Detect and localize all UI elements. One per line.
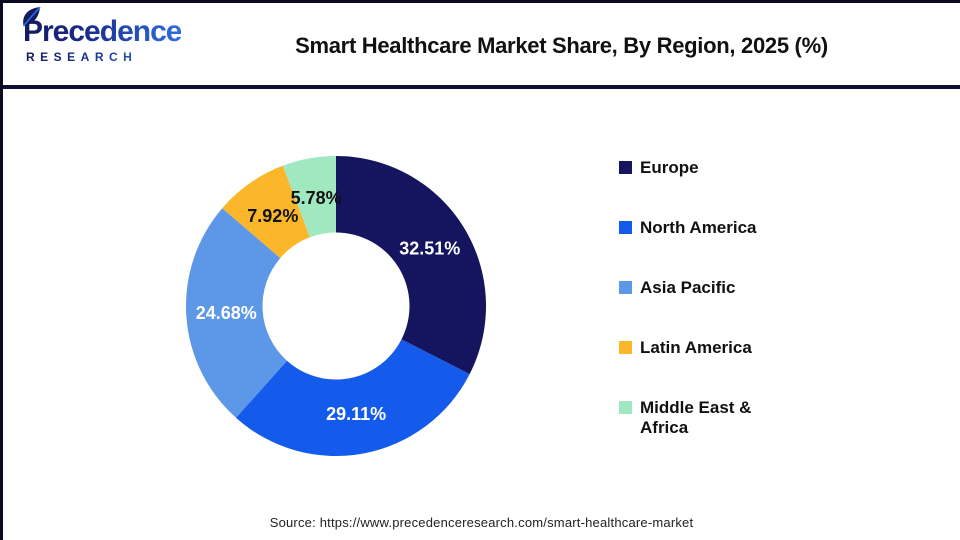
donut-slice-europe <box>336 156 486 375</box>
legend-item-middle-east-africa: Middle East & Africa <box>619 398 809 438</box>
slice-value-label-middle-east-africa: 5.78% <box>291 188 342 208</box>
legend-item-asia-pacific: Asia Pacific <box>619 278 809 298</box>
legend-swatch <box>619 401 632 414</box>
legend-swatch <box>619 281 632 294</box>
brand-logo: Precedence RESEARCH <box>22 6 182 64</box>
slice-value-label-asia-pacific: 24.68% <box>196 303 257 323</box>
source-text: Source: https://www.precedenceresearch.c… <box>269 515 694 530</box>
chart-legend: Europe North America Asia Pacific Latin Ame… <box>619 158 809 478</box>
slice-value-label-europe: 32.51% <box>399 239 460 259</box>
donut-slice-middle-east-africa <box>282 156 336 238</box>
header-separator <box>3 85 960 89</box>
legend-item-latin-america: Latin America <box>619 338 809 358</box>
page-title: Smart Healthcare Market Share, By Region… <box>295 33 828 58</box>
legend-label: Latin America <box>640 338 752 357</box>
legend-swatch <box>619 341 632 354</box>
legend-label: Europe <box>640 158 699 177</box>
brand-subtitle: RESEARCH <box>23 50 181 64</box>
donut-slice-asia-pacific <box>186 208 287 418</box>
header: Precedence RESEARCH Smart Healthcare Mar… <box>3 3 960 85</box>
donut-slice-latin-america <box>222 165 310 259</box>
slice-value-label-north-america: 29.11% <box>326 404 386 424</box>
legend-item-north-america: North America <box>619 218 809 238</box>
donut-chart: 32.51% 29.11% 24.68% 7.92%5.78% <box>186 156 486 456</box>
slice-value-label-latin-america: 7.92% <box>247 206 298 226</box>
donut-slice-north-america <box>235 339 470 456</box>
legend-item-europe: Europe <box>619 158 809 178</box>
legend-label: Middle East & Africa <box>640 398 752 437</box>
legend-swatch <box>619 161 632 174</box>
leaf-icon <box>22 6 41 27</box>
chart-area: 32.51% 29.11% 24.68% 7.92% 5.78% Europe North… <box>3 89 960 540</box>
legend-swatch <box>619 221 632 234</box>
legend-label: Asia Pacific <box>640 278 736 297</box>
brand-name: Precedence <box>23 15 182 48</box>
legend-label: North America <box>640 218 757 237</box>
